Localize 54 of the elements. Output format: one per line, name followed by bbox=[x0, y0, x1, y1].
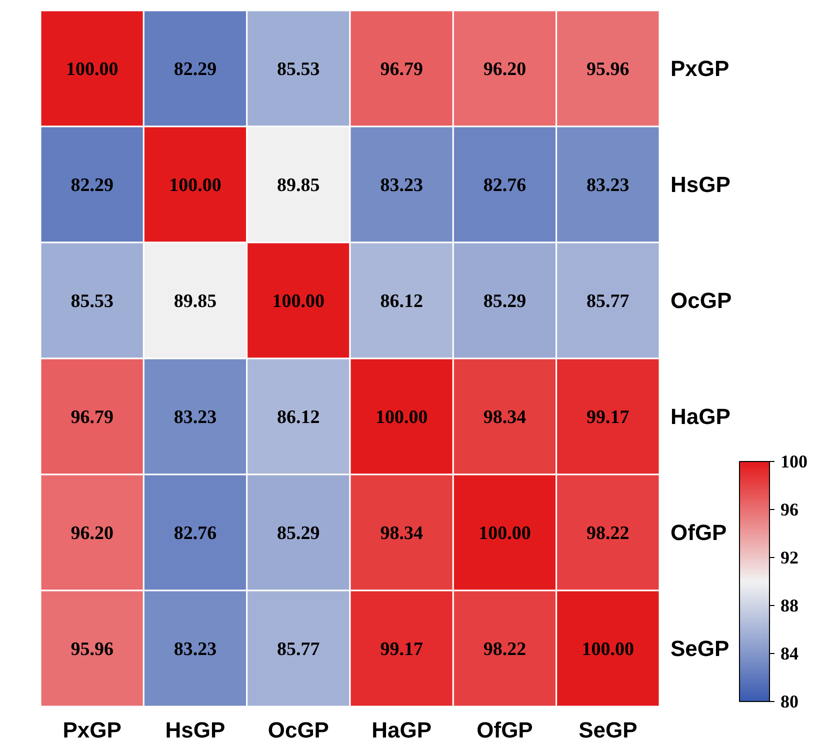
data-label: 100.00 bbox=[375, 407, 428, 428]
color-bar-label: 92 bbox=[780, 548, 798, 568]
data-label: 85.77 bbox=[277, 639, 320, 660]
data-label: 100.00 bbox=[272, 291, 325, 312]
x-tick-label: PxGP bbox=[62, 718, 122, 742]
data-label: 83.23 bbox=[380, 175, 423, 196]
data-label: 100.00 bbox=[169, 175, 222, 196]
color-bar-label: 84 bbox=[780, 644, 798, 664]
data-label: 83.23 bbox=[174, 639, 217, 660]
x-tick-label: SeGP bbox=[578, 718, 638, 742]
x-tick-label: OcGP bbox=[268, 718, 329, 742]
data-label: 98.22 bbox=[586, 523, 630, 544]
data-label: 99.17 bbox=[380, 639, 424, 660]
data-label: 89.85 bbox=[277, 175, 320, 196]
data-label: 82.29 bbox=[70, 175, 114, 196]
color-bar-label: 100 bbox=[780, 452, 808, 472]
color-bar-label: 80 bbox=[780, 692, 798, 712]
data-label: 86.12 bbox=[380, 291, 423, 312]
y-tick-label: HaGP bbox=[670, 404, 730, 429]
data-label: 82.76 bbox=[174, 523, 217, 544]
data-label: 96.79 bbox=[380, 59, 423, 80]
data-label: 83.23 bbox=[174, 407, 217, 428]
data-label: 100.00 bbox=[582, 639, 634, 660]
data-label: 82.76 bbox=[483, 175, 526, 196]
data-label: 85.29 bbox=[277, 523, 320, 544]
y-tick-label: SeGP bbox=[670, 636, 730, 661]
data-label: 86.12 bbox=[277, 407, 320, 428]
data-label: 95.96 bbox=[586, 59, 630, 80]
data-label: 99.17 bbox=[586, 407, 630, 428]
x-tick-label: OfGP bbox=[476, 718, 533, 742]
data-label: 83.23 bbox=[586, 175, 630, 196]
y-tick-label: OcGP bbox=[670, 288, 732, 313]
data-label: 98.22 bbox=[483, 639, 526, 660]
data-label: 85.29 bbox=[483, 291, 526, 312]
data-label: 85.53 bbox=[277, 59, 320, 80]
data-label: 96.20 bbox=[70, 523, 114, 544]
y-tick-label: OfGP bbox=[670, 520, 727, 545]
data-label: 100.00 bbox=[478, 523, 531, 544]
data-label: 89.85 bbox=[174, 291, 217, 312]
color-bar-label: 88 bbox=[780, 596, 798, 616]
y-tick-label: PxGP bbox=[670, 56, 730, 81]
data-label: 96.79 bbox=[70, 407, 114, 428]
y-tick-label: HsGP bbox=[670, 172, 730, 197]
color-bar-label: 96 bbox=[780, 500, 798, 520]
data-label: 96.20 bbox=[483, 59, 526, 80]
x-tick-label: HaGP bbox=[372, 718, 432, 742]
data-label: 100.00 bbox=[66, 59, 118, 80]
data-label: 85.53 bbox=[70, 291, 114, 312]
data-label: 98.34 bbox=[483, 407, 527, 428]
data-label: 85.77 bbox=[586, 291, 630, 312]
data-label: 98.34 bbox=[380, 523, 424, 544]
data-label: 82.29 bbox=[174, 59, 217, 80]
x-tick-label: HsGP bbox=[165, 718, 226, 742]
data-label: 95.96 bbox=[70, 639, 114, 660]
